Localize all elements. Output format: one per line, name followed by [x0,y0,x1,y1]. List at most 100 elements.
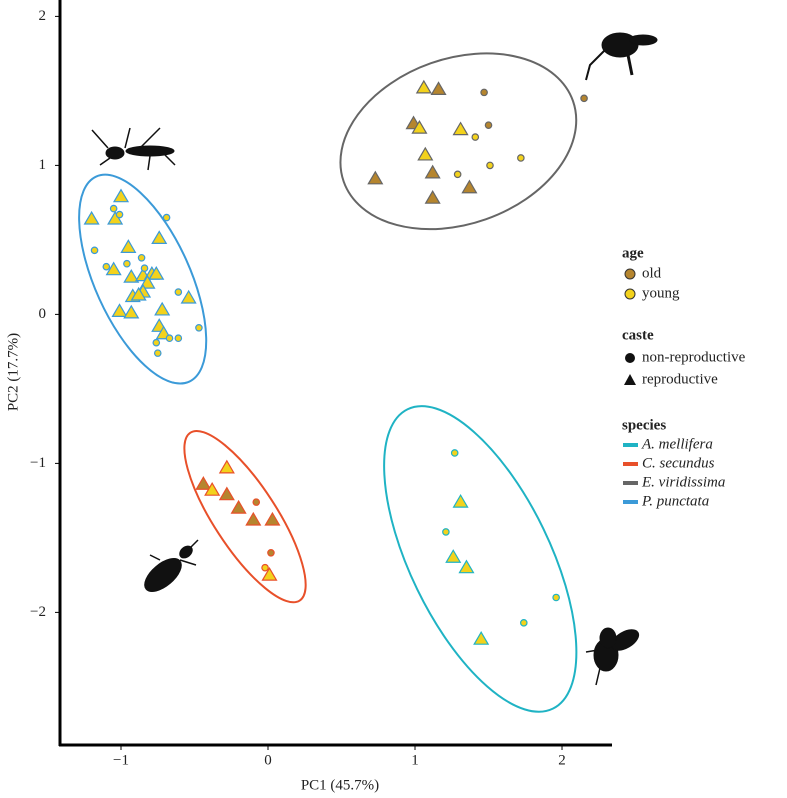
legend-title: caste [622,327,654,343]
point [471,133,480,141]
legend-label: E. viridissima [641,474,725,490]
legend-label: C. secundus [642,455,715,471]
x-tick-label: 0 [264,752,272,768]
point [452,493,469,508]
point [112,188,130,203]
confidence-ellipse [339,52,578,231]
y-tick-label: −2 [30,604,46,620]
x-tick-label: 1 [411,752,419,768]
point [252,498,261,506]
point [473,631,490,645]
legend-label: non-reproductive [642,349,746,365]
point [415,79,432,94]
ant-silhouette [125,145,175,157]
bee-wing [610,629,640,651]
legend-title: age [622,245,644,261]
confidence-ellipse [78,173,208,385]
point [367,170,384,185]
point [130,286,147,301]
point [195,476,212,490]
y-tick-label: 1 [39,157,47,173]
ant-head [105,146,125,160]
point [165,334,174,343]
confidence-ellipse [183,429,307,604]
point [218,486,235,501]
point [152,338,161,347]
point [204,482,221,496]
legend-marker [625,353,635,363]
point [480,88,488,97]
fly-leg [585,49,606,81]
point [452,121,469,136]
point [105,261,122,276]
point [174,334,183,343]
point [230,499,247,514]
point [83,210,100,225]
point [140,264,149,273]
point [111,303,128,318]
legend-label: P. punctata [641,493,709,509]
point [484,121,493,129]
point [162,213,171,222]
point [486,161,494,170]
point [123,304,140,319]
point [123,259,131,268]
legend-label: old [642,265,662,281]
point [261,566,278,581]
legend-marker [624,374,636,385]
legend-marker [624,288,636,300]
point [139,274,156,289]
point [195,323,203,332]
point [417,146,434,161]
point [458,559,475,574]
point [120,239,137,253]
point [151,230,168,244]
y-tick-label: −1 [30,455,46,471]
point [442,528,450,536]
y-tick-label: 2 [39,8,47,24]
point [424,189,441,204]
point [137,253,146,262]
point [261,563,269,572]
point [174,288,183,296]
point [445,549,462,563]
point [450,449,459,457]
point [154,301,171,316]
point [519,619,528,627]
point [411,119,428,134]
point [115,210,124,219]
point [180,289,197,304]
point [424,164,441,179]
ant-legs [91,127,176,171]
point [264,511,281,526]
legend-label: young [642,285,680,301]
legend-title: species [622,417,666,433]
legend-marker [624,268,636,280]
y-tick-label: 0 [39,306,47,322]
x-tick-label: 2 [558,752,566,768]
insect-silhouettes [91,32,658,686]
point [453,170,462,179]
bee-legs [585,649,601,686]
x-axis-title: PC1 (45.7%) [301,777,379,793]
fly-wing [628,34,658,46]
x-tick-label: −1 [113,752,129,768]
fly-leg [626,54,634,76]
termite-legs [149,539,199,566]
point [102,262,111,271]
legend-label: A. mellifera [641,436,713,452]
point [218,459,235,474]
point [267,548,275,557]
point [148,265,165,280]
termite-silhouette [144,558,182,592]
point [153,349,162,357]
point [517,154,525,162]
y-axis-title: PC2 (17.7%) [5,333,21,411]
legend-label: reproductive [642,371,718,387]
confidence-ellipse [383,405,578,713]
point [552,593,560,602]
point [245,511,262,526]
point [90,246,99,255]
bee-head [599,627,617,649]
